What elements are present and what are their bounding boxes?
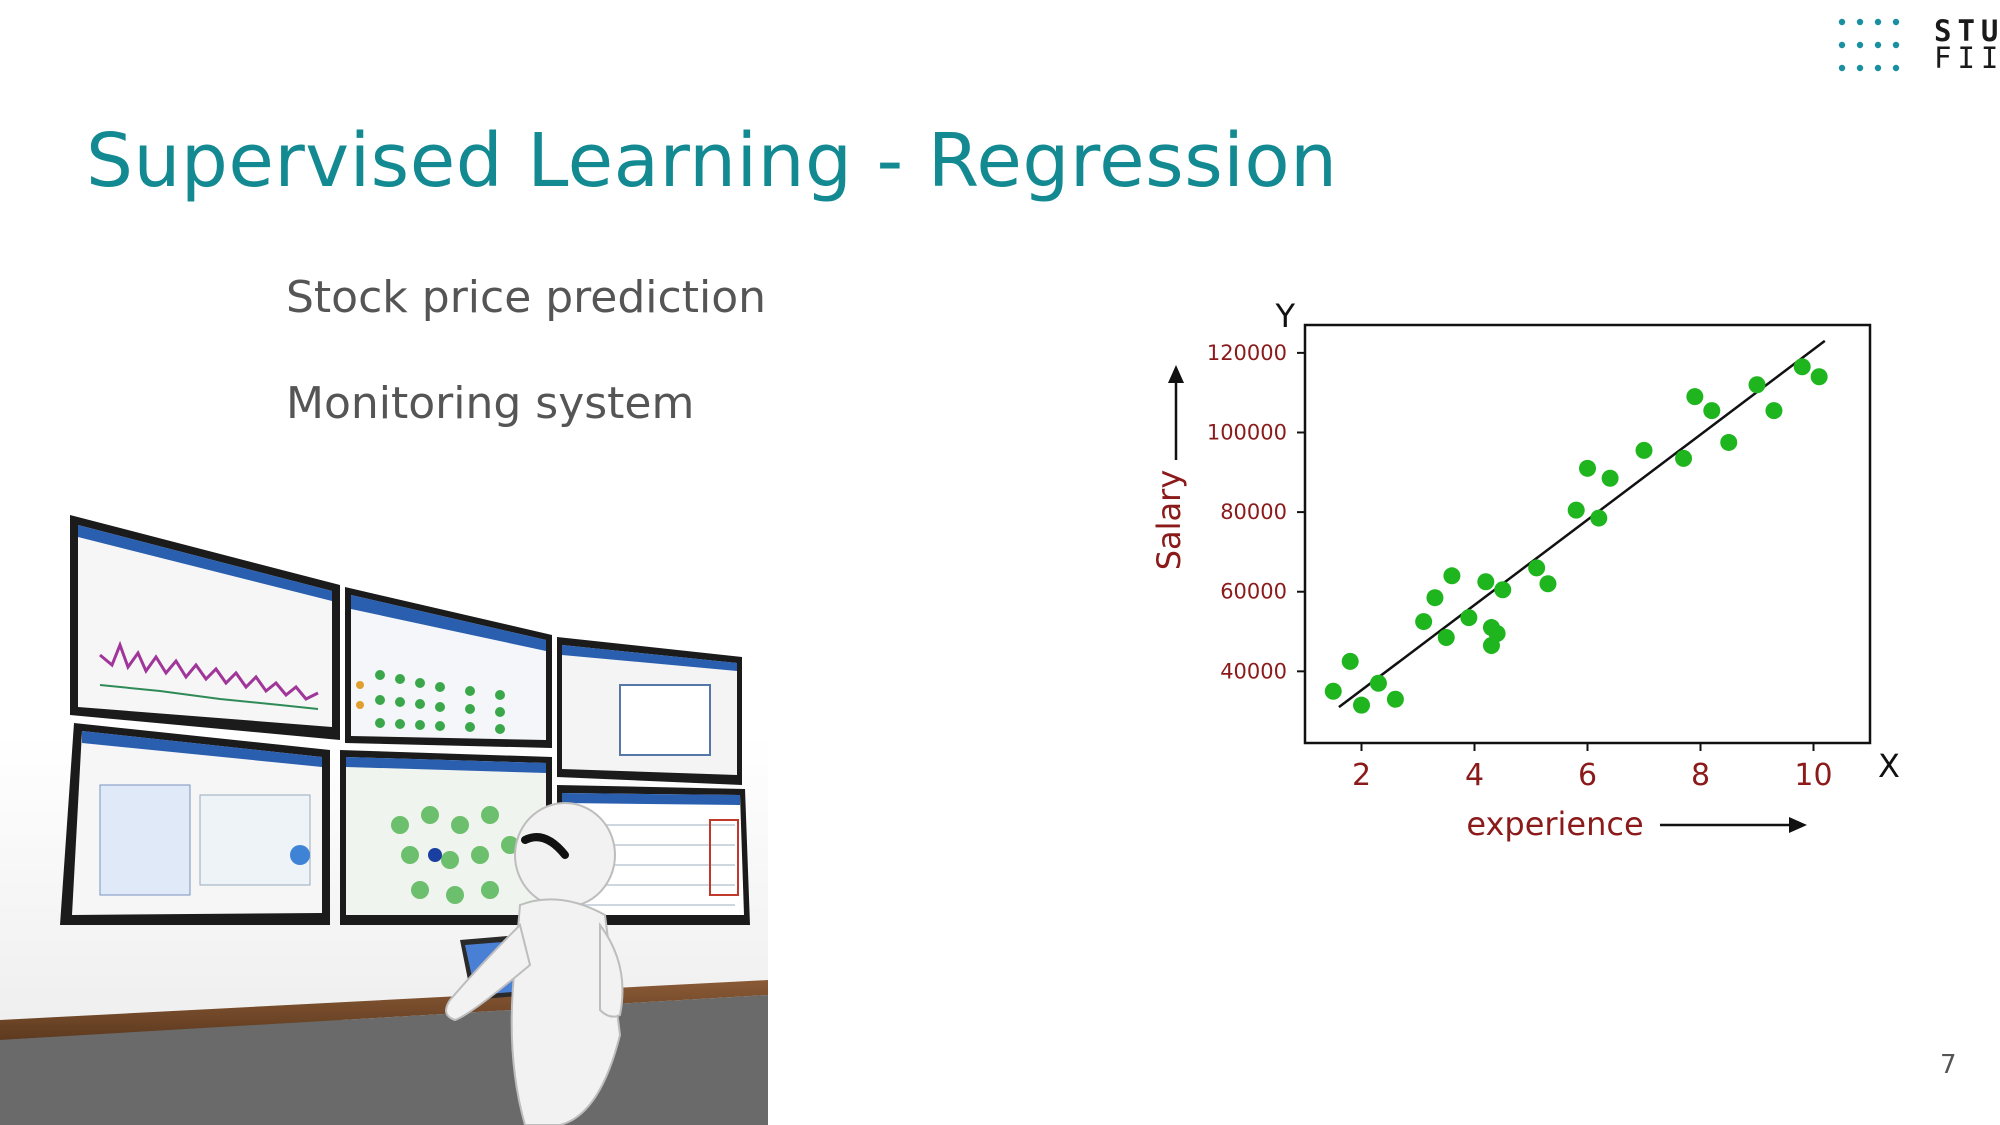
y-tick-label: 100000 xyxy=(1207,420,1287,444)
bullet-monitoring: Monitoring system xyxy=(286,378,695,429)
y-axis-letter: Y xyxy=(1274,297,1295,335)
data-point xyxy=(1341,652,1359,670)
data-point xyxy=(1590,509,1608,527)
data-point xyxy=(1386,690,1404,708)
plot-frame xyxy=(1303,323,1872,745)
data-point xyxy=(1567,501,1585,519)
data-point xyxy=(1415,613,1433,631)
page-number: 7 xyxy=(1940,1050,1957,1080)
data-point xyxy=(1810,368,1828,386)
y-tick-label: 80000 xyxy=(1220,500,1287,524)
y-axis-arrow-head xyxy=(1168,365,1184,383)
x-axis-letter: X xyxy=(1878,747,1900,785)
x-tick-label: 2 xyxy=(1352,758,1371,793)
x-axis-title: experience xyxy=(1466,805,1643,843)
data-point xyxy=(1720,433,1738,451)
x-tick-label: 10 xyxy=(1794,758,1832,793)
x-axis-arrow-head xyxy=(1789,817,1807,833)
data-point xyxy=(1528,559,1546,577)
data-point xyxy=(1437,629,1455,647)
data-point xyxy=(1369,674,1387,692)
salary-experience-scatter-chart: 40000 60000 80000 100000 120000 2 4 6 8 10 Y X Salar… xyxy=(1150,297,1900,843)
data-point xyxy=(1579,459,1596,477)
logo-line2: FIIT xyxy=(1934,41,2000,75)
data-point xyxy=(1426,589,1444,607)
y-tick-label: 60000 xyxy=(1220,580,1287,604)
data-point xyxy=(1477,573,1495,591)
regression-line xyxy=(1338,339,1826,709)
data-point xyxy=(1353,696,1370,714)
monitoring-wall-illustration xyxy=(0,515,768,1125)
x-tick-label: 8 xyxy=(1691,758,1710,793)
y-axis-title: Salary xyxy=(1150,470,1188,571)
stu-fiit-logo: STU FIIT xyxy=(1838,14,2000,75)
data-point xyxy=(1460,609,1478,627)
data-point xyxy=(1765,402,1783,420)
data-point xyxy=(1686,388,1704,406)
y-tick-label: 120000 xyxy=(1207,341,1287,365)
data-point xyxy=(1601,469,1619,487)
logo-text: STU FIIT xyxy=(1934,14,2000,75)
data-point xyxy=(1703,402,1721,420)
y-tick-label: 40000 xyxy=(1220,659,1287,683)
data-point xyxy=(1748,376,1766,394)
x-tick-label: 4 xyxy=(1465,758,1484,793)
white-figure-icon xyxy=(445,802,624,1125)
waveform-line xyxy=(99,640,319,701)
logo-dots-icon xyxy=(1838,18,1900,72)
data-point xyxy=(1635,441,1653,459)
data-point xyxy=(1675,449,1693,467)
data-point xyxy=(1324,682,1342,700)
data-point xyxy=(1793,358,1811,376)
data-point xyxy=(1539,575,1557,593)
data-point xyxy=(1494,581,1512,599)
data-point xyxy=(1488,625,1506,643)
slide-title: Supervised Learning - Regression xyxy=(86,118,1338,204)
data-point xyxy=(1443,567,1461,585)
x-tick-label: 6 xyxy=(1578,758,1597,793)
bullet-stock-price: Stock price prediction xyxy=(286,272,767,323)
logo-line1: STU xyxy=(1934,14,2000,48)
